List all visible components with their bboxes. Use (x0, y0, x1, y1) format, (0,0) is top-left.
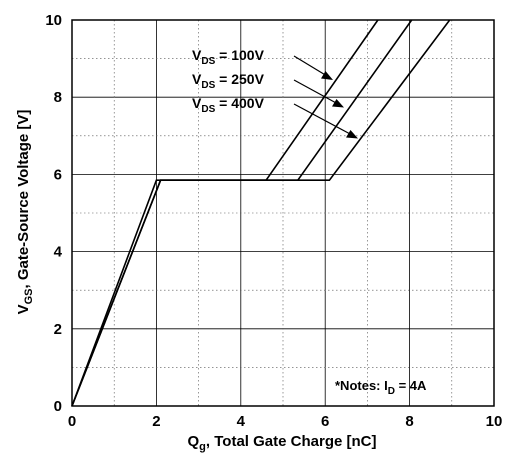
legend: VDS = 100V VDS = 250V VDS = 400V (192, 47, 358, 139)
y-axis-label: VGS, Gate-Source Voltage [V] (15, 110, 35, 315)
legend-entry-250v: VDS = 250V (192, 71, 265, 91)
plot-frame (71, 19, 495, 407)
x-tick-label: 10 (486, 413, 503, 430)
legend-arrowhead-100v (321, 71, 333, 80)
notes-annotation: *Notes: ID = 4A (335, 378, 427, 397)
legend-arrowhead-400v (346, 130, 358, 139)
x-tick-label: 0 (68, 413, 76, 430)
legend-arrow-250v (293, 79, 339, 105)
legend-arrow-400v (293, 103, 353, 136)
legend-entry-100v: VDS = 100V (192, 47, 265, 67)
y-tick-label: 10 (45, 12, 62, 29)
y-tick-label: 8 (54, 89, 62, 106)
legend-arrow-100v (293, 55, 328, 77)
x-tick-label: 4 (237, 413, 246, 430)
x-axis-label: Qg, Total Gate Charge [nC] (188, 433, 377, 453)
tick-labels: 0 2 4 6 8 10 0 2 4 6 8 10 (45, 12, 502, 430)
y-tick-label: 2 (54, 321, 62, 338)
y-tick-label: 6 (54, 166, 62, 183)
legend-arrowhead-250v (332, 99, 344, 108)
grid (72, 20, 494, 406)
legend-entry-400v: VDS = 400V (192, 95, 265, 115)
x-tick-label: 2 (152, 413, 160, 430)
series-line-2 (71, 19, 451, 407)
y-tick-label: 4 (54, 244, 63, 261)
y-tick-label: 0 (54, 398, 62, 415)
x-tick-label: 6 (321, 413, 329, 430)
series-lines (71, 19, 451, 407)
x-tick-label: 8 (405, 413, 413, 430)
